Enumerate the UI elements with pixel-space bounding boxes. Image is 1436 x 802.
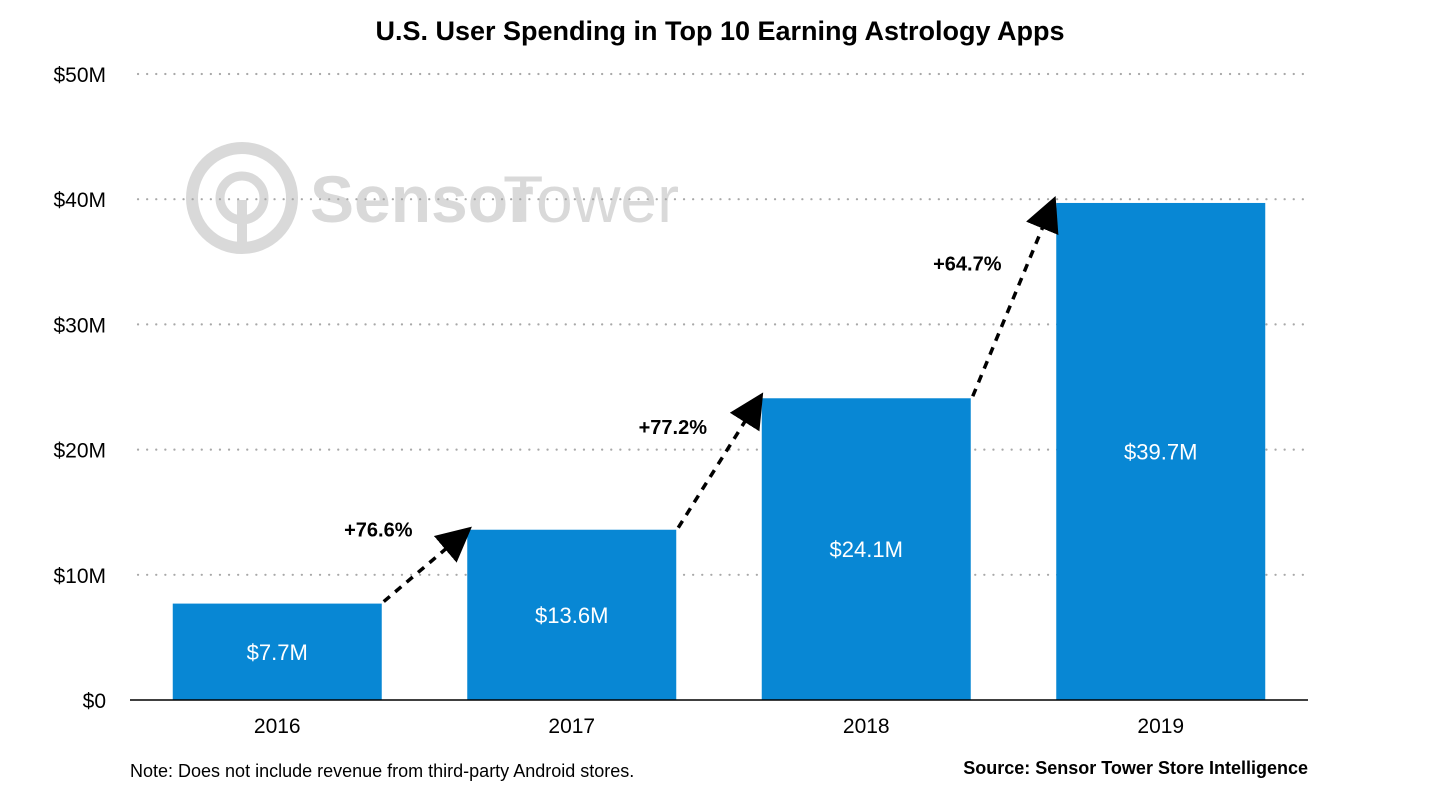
chart-title: U.S. User Spending in Top 10 Earning Ast…: [375, 16, 1064, 46]
x-axis-ticks: 2016 2017 2018 2019: [254, 715, 1184, 738]
bar: [761, 398, 971, 700]
watermark-text-tower: Tower: [503, 162, 679, 236]
bar-value-label: $24.1M: [830, 537, 903, 562]
sensor-tower-logo-icon: [186, 142, 298, 254]
chart-source: Source: Sensor Tower Store Intelligence: [963, 758, 1308, 778]
bar-value-label: $7.7M: [247, 640, 308, 665]
y-tick-label: $30M: [53, 314, 106, 337]
growth-arrow: [382, 526, 472, 603]
x-tick-label: 2019: [1137, 715, 1184, 738]
growth-arrow: [676, 392, 764, 529]
bar-value-label: $39.7M: [1124, 439, 1197, 464]
growth-label: +64.7%: [933, 254, 1002, 276]
y-tick-label: $40M: [53, 189, 106, 212]
y-tick-label: $0: [83, 690, 106, 713]
bar: [1056, 202, 1266, 700]
growth-label: +76.6%: [344, 520, 413, 542]
bars: [172, 202, 1266, 700]
y-tick-label: $10M: [53, 565, 106, 588]
bar-value-label: $13.6M: [535, 603, 608, 628]
x-tick-label: 2018: [843, 715, 890, 738]
bar: [172, 603, 382, 700]
y-tick-label: $50M: [53, 64, 106, 87]
watermark-text-sensor: Sensor: [310, 162, 534, 236]
growth-arrows: +76.6% +77.2% +64.7%: [344, 196, 1059, 603]
growth-arrow: [971, 196, 1059, 397]
growth-label: +77.2%: [639, 417, 708, 439]
bar-value-labels: $7.7M $13.6M $24.1M $39.7M: [247, 439, 1198, 664]
chart-note: Note: Does not include revenue from thir…: [130, 761, 634, 781]
bar: [467, 529, 677, 700]
y-axis-ticks: $0 $10M $20M $30M $40M $50M: [53, 64, 106, 713]
y-tick-label: $20M: [53, 440, 106, 463]
x-tick-label: 2016: [254, 715, 301, 738]
x-tick-label: 2017: [548, 715, 595, 738]
